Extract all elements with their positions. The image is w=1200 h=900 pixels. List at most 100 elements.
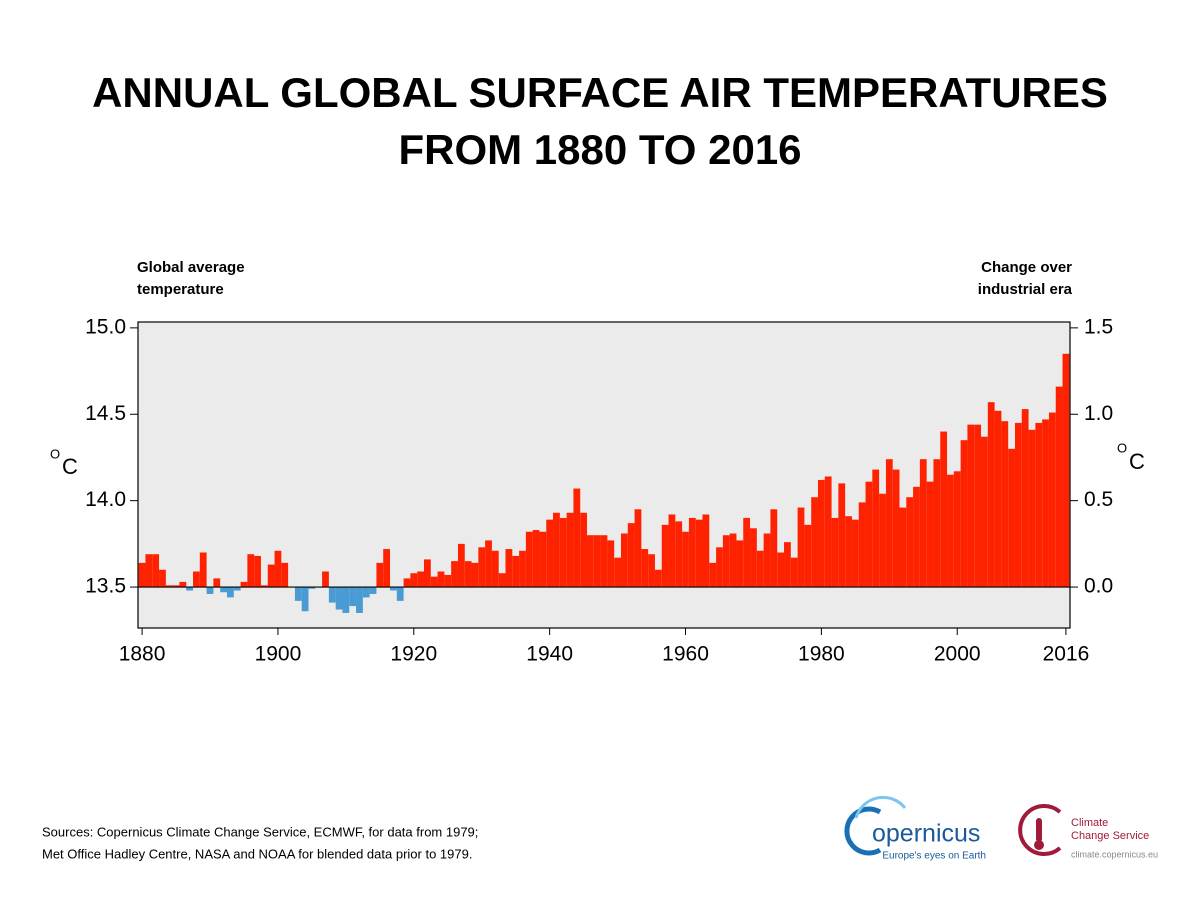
x-tick-label: 2000 [934,643,981,666]
bar [220,587,227,593]
bar [226,587,234,598]
bar [933,459,941,588]
y-unit: O [50,446,60,461]
x-tick-label: 1880 [119,643,166,666]
bar [879,493,886,588]
y2-axis-label: industrial era [978,281,1073,298]
bar [661,524,669,588]
bar [491,550,499,588]
bar [485,540,492,588]
y2-tick-label: 1.5 [1084,315,1113,338]
chart-title: FROM 1880 TO 2016 [398,126,801,173]
bar [729,533,737,588]
bar [654,569,662,588]
bar [444,574,452,588]
bar [763,533,771,588]
bar [566,512,574,588]
y-tick-label: 15.0 [85,315,126,338]
bar [410,573,418,588]
bar [974,424,982,588]
logo-arc [1018,804,1062,856]
bar [641,549,649,588]
bar [322,571,329,588]
bar [478,547,486,588]
logo-text: Change Service [1071,830,1149,842]
bar [260,585,268,588]
bar [607,540,615,588]
bar [702,514,710,588]
bar [940,431,948,588]
bar [913,486,920,588]
bar [926,481,934,588]
bar [1021,409,1029,588]
bar [532,530,540,588]
logo-url: climate.copernicus.eu [1071,849,1158,859]
plot-frame [137,321,1071,629]
bar [1008,448,1015,588]
logo-text: Climate [1071,817,1108,829]
bar [356,587,363,613]
bar [668,514,676,588]
bar [254,555,261,588]
bar [423,559,431,588]
bar [152,554,160,588]
bar [369,587,377,594]
x-tick-label: 1900 [255,643,302,666]
bar [784,542,791,588]
bar [457,543,465,588]
y-axis-label: temperature [137,281,224,298]
bar [811,497,818,588]
x-tick-label: 1940 [526,643,573,666]
y2-tick-label: 0.5 [1084,488,1113,511]
bar [845,516,852,588]
bar [960,440,968,588]
bar [233,587,241,591]
bar [981,436,988,588]
c3s-logo: Climate Change Service climate.copernicu… [1018,804,1158,859]
bar [553,512,560,588]
bar [851,519,859,588]
bar [987,402,995,588]
y2-unit: O [1117,440,1127,455]
bar [587,535,594,588]
bar [838,483,846,588]
logo-arc [844,806,882,856]
bar [267,564,275,588]
y2-tick-label: 0.0 [1084,575,1113,598]
bar [240,581,248,588]
bar [580,512,588,588]
bar [1048,412,1056,588]
bar [186,587,194,591]
bar [335,587,343,610]
logo-text: opernicus [872,820,980,848]
bar [417,571,424,588]
x-tick-label: 1920 [390,643,437,666]
bar [695,519,703,588]
bar [396,587,404,601]
bar [172,585,180,588]
chart-title: ANNUAL GLOBAL SURFACE AIR TEMPERATURES [92,69,1108,116]
bar [899,507,907,588]
y2-unit: C [1129,449,1145,474]
bar [817,479,825,588]
bar [777,552,785,588]
bar [953,471,961,588]
bar [804,524,812,588]
logo-arc [854,795,907,819]
bar [620,533,628,588]
bar [437,571,445,588]
bar [1001,421,1009,588]
bar [206,587,214,594]
x-tick-label: 2016 [1043,643,1090,666]
bar [736,540,744,588]
bar [471,562,479,588]
y-tick-label: 14.5 [85,402,126,425]
bar [790,557,798,588]
bar [682,531,689,588]
bar [451,561,458,588]
bar [824,476,832,588]
x-tick-label: 1980 [798,643,845,666]
bar [885,459,893,588]
bar [193,571,200,588]
